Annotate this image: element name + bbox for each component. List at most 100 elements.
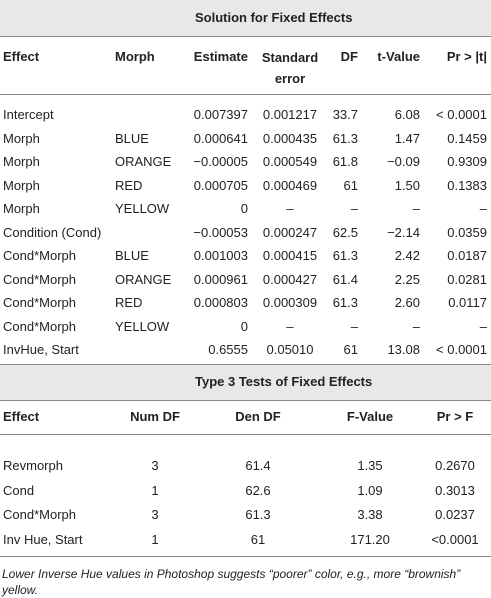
cell: – (350, 201, 358, 216)
title-band (0, 0, 491, 36)
cell: 61 (343, 342, 358, 357)
cell: Cond*Morph (3, 248, 76, 263)
cell: Morph (3, 130, 40, 146)
cell: 61 (343, 177, 358, 193)
cell: 1.09 (357, 482, 383, 498)
cell: 0.000469 (262, 177, 318, 193)
cell: 0.000309 (262, 295, 318, 310)
cell: Cond*Morph (3, 295, 76, 310)
cell: 1 (151, 482, 159, 498)
cell: −0.00053 (193, 224, 248, 240)
cell: BLUE (115, 130, 149, 146)
cell: Morph (3, 154, 40, 169)
column-header: Den DF (235, 409, 281, 424)
cell: 61.4 (245, 458, 271, 473)
column-header: DF (340, 49, 358, 64)
column-header: Effect (3, 49, 40, 64)
cell: RED (115, 295, 143, 310)
table-title: Solution for Fixed Effects (195, 10, 353, 25)
cell: 61 (250, 531, 266, 547)
cell: 171.20 (350, 531, 390, 547)
cell: 2.60 (394, 295, 420, 310)
cell: 0.9309 (447, 154, 487, 169)
footnote: Lower Inverse Hue values in Photoshop su… (2, 567, 461, 597)
cell: 0.000427 (262, 271, 318, 287)
cell: – (479, 201, 487, 216)
rule (0, 36, 491, 37)
cell: – (286, 318, 294, 334)
cell: ORANGE (115, 154, 172, 169)
rule (0, 94, 491, 95)
column-header: Pr > F (436, 409, 474, 424)
cell: Cond*Morph (3, 507, 76, 522)
cell: 1 (151, 531, 159, 547)
rule (0, 364, 491, 365)
cell: 3 (151, 507, 159, 522)
cell: 6.08 (394, 107, 420, 122)
cell: 1.35 (357, 458, 383, 473)
cell: – (412, 318, 420, 334)
cell: – (479, 318, 487, 334)
cell: 1.50 (394, 177, 420, 193)
cell: 0.000549 (262, 154, 318, 169)
rule (0, 400, 491, 401)
cell: −0.09 (387, 154, 420, 169)
cell: Cond (3, 482, 35, 498)
cell: 2.25 (394, 271, 420, 287)
cell: 62.5 (332, 224, 358, 240)
cell: – (412, 201, 420, 216)
cell: 62.6 (245, 482, 271, 498)
cell: 0.0187 (447, 248, 487, 263)
column-header: F-Value (346, 409, 394, 424)
cell: Cond*Morph (3, 318, 76, 334)
cell: Condition (Cond) (3, 224, 102, 240)
cell: BLUE (115, 248, 149, 263)
cell: 0.000705 (193, 177, 248, 193)
cell: 3.38 (357, 507, 383, 522)
cell: 0.000803 (193, 295, 248, 310)
cell: 0.000435 (262, 130, 318, 146)
cell: YELLOW (115, 318, 170, 334)
cell: Inv Hue, Start (3, 531, 83, 547)
rule (0, 434, 491, 435)
cell: 61.3 (332, 295, 358, 310)
cell: – (350, 318, 358, 334)
cell: 0.6555 (208, 342, 248, 357)
cell: YELLOW (115, 201, 170, 216)
cell: 61.4 (332, 271, 358, 287)
cell: < 0.0001 (436, 107, 487, 122)
column-header: Num DF (130, 409, 180, 424)
cell: 0.0359 (447, 224, 487, 240)
cell: Revmorph (3, 458, 63, 473)
cell: 0.1383 (447, 177, 487, 193)
cell: InvHue, Start (3, 342, 79, 357)
cell: 0 (240, 201, 248, 216)
column-header: Morph (115, 49, 155, 64)
cell: 0.0237 (435, 507, 475, 522)
cell: 0.0281 (447, 271, 487, 287)
cell: 0.000961 (193, 271, 248, 287)
cell: 0.1459 (447, 130, 487, 146)
column-header: Pr > |t| (446, 49, 487, 64)
cell: 61.3 (245, 507, 271, 522)
column-header: Estimate (193, 49, 248, 64)
cell: Morph (3, 201, 40, 216)
cell: 61.3 (332, 248, 358, 263)
cell: −0.00005 (193, 154, 248, 169)
cell: 0.05010 (266, 342, 314, 357)
cell: Cond*Morph (3, 271, 76, 287)
cell: 0.007397 (193, 107, 248, 122)
cell: 61.8 (332, 154, 358, 169)
rule (0, 556, 491, 557)
cell: – (286, 201, 294, 216)
column-header: t-Value (377, 49, 420, 64)
cell: 0.000641 (193, 130, 248, 146)
cell: Morph (3, 177, 40, 193)
cell: 13.08 (387, 342, 420, 357)
cell: 0.2670 (435, 458, 475, 473)
cell: 0.000415 (262, 248, 318, 263)
title-band (0, 364, 491, 400)
cell: 61.3 (332, 130, 358, 146)
cell: 0.001217 (262, 107, 318, 122)
